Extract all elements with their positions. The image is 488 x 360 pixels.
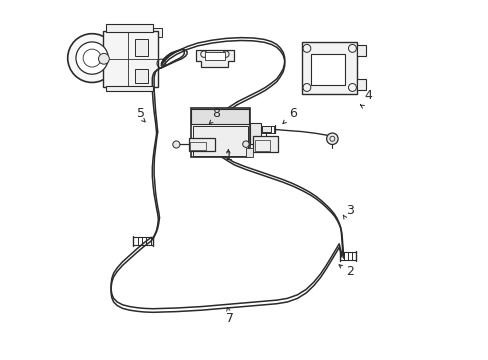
- Circle shape: [242, 141, 249, 147]
- Circle shape: [76, 42, 108, 74]
- Text: 2: 2: [346, 265, 353, 278]
- Bar: [253, 136, 277, 152]
- Bar: [106, 86, 153, 91]
- Bar: [249, 123, 260, 144]
- Bar: [357, 79, 366, 90]
- Polygon shape: [196, 50, 233, 67]
- Text: 8: 8: [211, 107, 220, 120]
- Bar: [135, 69, 147, 83]
- Bar: [135, 39, 147, 56]
- Text: 3: 3: [346, 204, 353, 217]
- Circle shape: [172, 141, 180, 148]
- Bar: [190, 108, 249, 157]
- Bar: [204, 52, 224, 60]
- Bar: [310, 54, 344, 85]
- Bar: [357, 45, 366, 56]
- Circle shape: [67, 34, 116, 82]
- Bar: [188, 138, 214, 151]
- Bar: [102, 31, 158, 87]
- Text: 5: 5: [136, 107, 144, 120]
- Text: 4: 4: [364, 89, 371, 102]
- Bar: [151, 28, 162, 37]
- Bar: [190, 142, 206, 150]
- Text: 6: 6: [288, 107, 296, 120]
- Circle shape: [99, 53, 109, 64]
- Bar: [261, 126, 270, 132]
- Bar: [301, 42, 357, 94]
- Bar: [192, 126, 247, 156]
- Circle shape: [326, 133, 337, 144]
- Text: 1: 1: [224, 150, 232, 163]
- Bar: [106, 24, 153, 32]
- Bar: [255, 140, 269, 150]
- Text: 7: 7: [225, 311, 234, 325]
- Bar: [191, 109, 249, 125]
- Bar: [246, 148, 253, 157]
